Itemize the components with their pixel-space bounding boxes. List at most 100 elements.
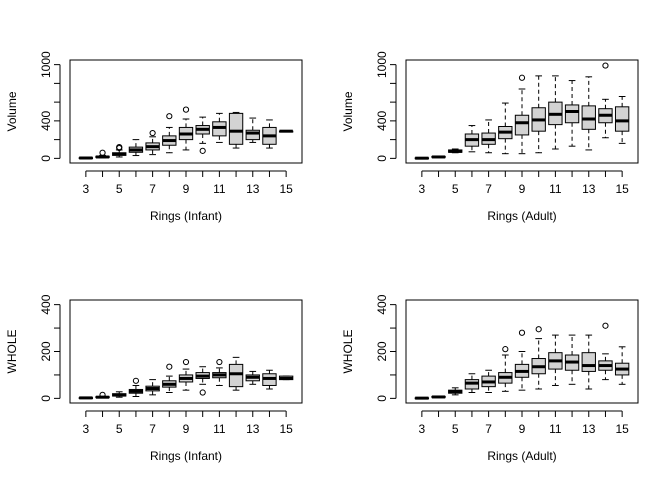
box-rings-6 bbox=[128, 139, 144, 157]
x-tick-label: 11 bbox=[213, 182, 226, 196]
box-rings-3 bbox=[414, 396, 430, 400]
outlier-point bbox=[182, 358, 190, 366]
x-tick-label: 13 bbox=[246, 182, 260, 196]
outlier-point bbox=[518, 74, 526, 81]
outlier-point bbox=[602, 62, 609, 69]
box-rings-4 bbox=[95, 391, 110, 399]
plot-frame bbox=[69, 59, 303, 164]
box-rings-8 bbox=[162, 113, 177, 154]
x-tick-label: 13 bbox=[246, 422, 260, 436]
box-rings-8 bbox=[498, 102, 513, 155]
y-axis-title: Volume bbox=[5, 91, 19, 131]
box-rings-3 bbox=[78, 396, 94, 400]
x-tick-label: 7 bbox=[149, 422, 156, 436]
panel-1: 0 400 1000 3 5 7 9 11 13 15 Rings (Infant) Volume bbox=[5, 51, 303, 223]
x-tick-label: 5 bbox=[452, 182, 459, 196]
box-rings-9 bbox=[178, 358, 194, 391]
panel-3: 0 200 400 3 5 7 9 11 13 15 Rings (Infant) WHOLE bbox=[5, 294, 303, 463]
box-rings-15 bbox=[278, 375, 294, 381]
box-rings-4 bbox=[431, 395, 446, 399]
box-rings-11 bbox=[212, 112, 227, 143]
x-tick-label: 3 bbox=[83, 182, 90, 196]
y-tick-label: 400 bbox=[39, 294, 53, 314]
x-tick-label: 15 bbox=[615, 422, 629, 436]
y-tick-label: 400 bbox=[375, 111, 389, 131]
iqr-box bbox=[245, 129, 260, 141]
y-tick-label: 0 bbox=[375, 395, 389, 402]
box-rings-7 bbox=[481, 119, 496, 154]
y-tick-label: 200 bbox=[375, 341, 389, 361]
box-rings-13 bbox=[581, 334, 596, 390]
x-tick-label: 3 bbox=[419, 422, 426, 436]
box-rings-13 bbox=[245, 370, 260, 385]
box-rings-4 bbox=[431, 155, 446, 159]
x-tick-label: 7 bbox=[485, 182, 492, 196]
box-rings-15 bbox=[614, 96, 630, 144]
x-tick-label: 9 bbox=[183, 182, 190, 196]
box-rings-11 bbox=[212, 358, 227, 386]
x-tick-label: 9 bbox=[183, 422, 190, 436]
box-rings-6 bbox=[464, 125, 480, 153]
iqr-box bbox=[581, 352, 596, 372]
outlier-point bbox=[166, 113, 173, 120]
panel-2: 0 400 1000 3 5 7 9 11 13 15 Rings (Adult) Volume bbox=[341, 51, 639, 223]
plot-frame bbox=[405, 299, 639, 404]
box-rings-14 bbox=[262, 119, 277, 149]
box-rings-11 bbox=[548, 334, 563, 386]
iqr-box bbox=[564, 104, 580, 124]
box-rings-8 bbox=[162, 363, 177, 394]
box-rings-15 bbox=[614, 346, 630, 385]
plot-frame bbox=[405, 59, 639, 164]
box-rings-7 bbox=[145, 129, 160, 156]
box-rings-13 bbox=[581, 76, 596, 151]
box-rings-12 bbox=[228, 111, 244, 149]
panel-4: 0 200 400 3 5 7 9 11 13 15 Rings (Adult) WHOLE bbox=[341, 294, 639, 463]
x-tick-label: 15 bbox=[615, 182, 629, 196]
outlier-point bbox=[166, 363, 173, 370]
y-tick-label: 0 bbox=[39, 155, 53, 162]
box-rings-14 bbox=[598, 62, 613, 139]
y-tick-label: 0 bbox=[39, 395, 53, 402]
x-tick-label: 11 bbox=[549, 182, 562, 196]
y-axis-title: Volume bbox=[341, 91, 355, 131]
outlier-point bbox=[216, 358, 223, 366]
box-rings-7 bbox=[481, 369, 496, 394]
outlier-point bbox=[132, 377, 140, 384]
x-tick-label: 7 bbox=[485, 422, 492, 436]
x-tick-label: 9 bbox=[519, 422, 526, 436]
box-rings-8 bbox=[498, 346, 513, 392]
box-rings-15 bbox=[278, 129, 294, 133]
box-rings-10 bbox=[195, 366, 210, 396]
outlier-point bbox=[535, 326, 542, 333]
box-rings-5 bbox=[112, 391, 127, 398]
outlier-point bbox=[602, 322, 609, 329]
iqr-box bbox=[614, 106, 630, 132]
outlier-point bbox=[99, 149, 106, 156]
y-tick-label: 1000 bbox=[39, 51, 53, 78]
outlier-point bbox=[182, 106, 190, 113]
iqr-box bbox=[228, 363, 244, 388]
x-tick-label: 5 bbox=[116, 182, 123, 196]
box-rings-12 bbox=[564, 334, 580, 385]
y-tick-label: 400 bbox=[39, 111, 53, 131]
y-tick-label: 0 bbox=[375, 155, 389, 162]
x-tick-label: 13 bbox=[582, 422, 596, 436]
box-rings-10 bbox=[531, 75, 546, 154]
outlier-point bbox=[116, 144, 123, 151]
box-rings-3 bbox=[78, 156, 94, 160]
y-tick-label: 1000 bbox=[375, 51, 389, 78]
x-tick-label: 11 bbox=[549, 422, 562, 436]
outlier-point bbox=[199, 389, 206, 396]
x-axis-title: Rings (Infant) bbox=[150, 209, 222, 223]
box-rings-6 bbox=[128, 377, 144, 397]
outlier-point bbox=[99, 391, 106, 398]
x-tick-label: 11 bbox=[213, 422, 226, 436]
box-rings-12 bbox=[228, 356, 244, 391]
x-tick-label: 13 bbox=[582, 182, 596, 196]
iqr-box bbox=[514, 114, 530, 136]
x-axis-title: Rings (Infant) bbox=[150, 449, 222, 463]
outlier-point bbox=[149, 129, 156, 137]
box-rings-3 bbox=[414, 156, 430, 160]
box-rings-10 bbox=[195, 116, 210, 154]
